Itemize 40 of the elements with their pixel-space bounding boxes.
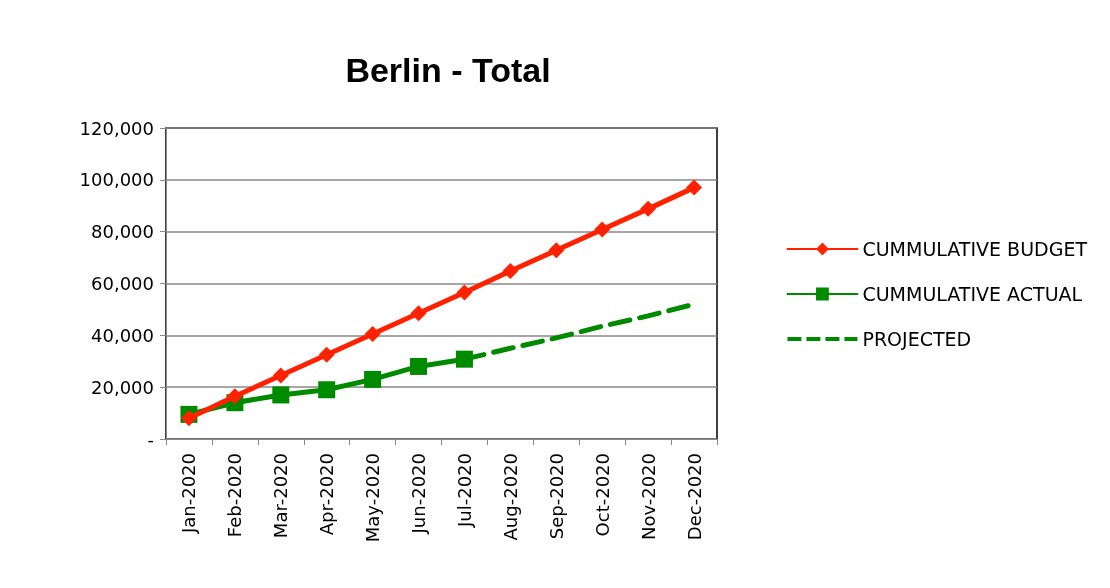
y-tick-label: 100,000 — [79, 169, 154, 191]
x-tick-label: Feb-2020 — [224, 453, 246, 538]
x-tick-label: Jul-2020 — [453, 453, 475, 529]
x-tick-label: Aug-2020 — [499, 453, 521, 541]
legend-label: CUMMULATIVE BUDGET — [862, 238, 1088, 260]
point — [226, 388, 243, 405]
point — [364, 370, 382, 388]
point — [410, 305, 427, 322]
point — [594, 221, 611, 238]
point — [502, 263, 519, 280]
point — [318, 346, 335, 363]
x-tick-label: Apr-2020 — [316, 453, 338, 536]
point — [272, 386, 290, 404]
point — [455, 350, 473, 368]
chart-title: Berlin - Total — [345, 51, 551, 89]
point — [456, 284, 473, 301]
y-tick-label: 120,000 — [79, 117, 154, 139]
x-tick-label: Oct-2020 — [591, 453, 613, 537]
legend-label: PROJECTED — [862, 328, 972, 350]
y-tick-label: - — [147, 428, 154, 450]
legend-label: CUMMULATIVE ACTUAL — [862, 283, 1083, 305]
x-tick-label: Jan-2020 — [178, 453, 200, 535]
y-tick-label: 20,000 — [91, 376, 154, 398]
x-tick-label: Mar-2020 — [270, 453, 292, 539]
x-tick-label: Dec-2020 — [683, 453, 705, 541]
point — [548, 242, 565, 259]
y-tick-label: 80,000 — [91, 221, 154, 243]
point — [180, 410, 197, 427]
point — [410, 357, 428, 375]
point — [318, 381, 336, 399]
point — [364, 326, 381, 343]
x-tick-label: May-2020 — [362, 453, 384, 543]
point — [640, 200, 657, 217]
point — [272, 367, 289, 384]
x-tick-label: Sep-2020 — [545, 453, 567, 540]
y-tick-label: 40,000 — [91, 324, 154, 346]
point — [686, 179, 703, 196]
x-tick-label: Jun-2020 — [408, 453, 430, 535]
x-tick-label: Nov-2020 — [637, 453, 659, 540]
y-tick-label: 60,000 — [91, 273, 154, 294]
